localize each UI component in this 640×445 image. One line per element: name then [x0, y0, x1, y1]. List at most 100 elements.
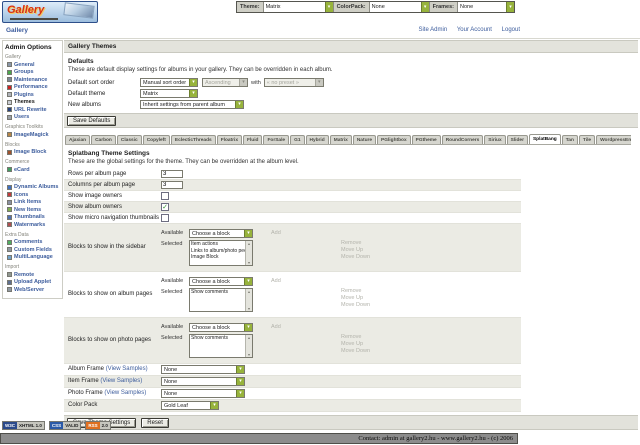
sidebar-item-groups[interactable]: Groups — [5, 69, 61, 77]
blocks-album-available-select[interactable]: Choose a block — [189, 277, 253, 286]
show-micro-nav-checkbox[interactable] — [161, 214, 169, 222]
listbox-scrollbar[interactable] — [245, 289, 252, 311]
new-albums-select[interactable]: Inherit settings from parent album — [140, 100, 244, 109]
show-album-owners-checkbox[interactable]: ✓ — [161, 203, 169, 211]
item-frame-view-samples-link[interactable]: (View Samples) — [100, 378, 143, 384]
list-item[interactable]: Item actions — [191, 241, 218, 247]
colorpack-select[interactable]: None — [369, 2, 430, 12]
sidebar-item-web-server[interactable]: Web/Server — [5, 286, 61, 294]
scroll-down-icon[interactable] — [248, 260, 250, 265]
rows-per-page-input[interactable] — [161, 170, 183, 178]
blocks-sidebar-add-button[interactable]: Add — [271, 230, 281, 236]
blocks-sidebar-move-down-button[interactable]: Move Down — [341, 254, 371, 260]
blocks-photo-selected-listbox[interactable]: Show comments — [189, 334, 253, 358]
scroll-up-icon[interactable] — [248, 289, 250, 294]
listbox-scrollbar[interactable] — [245, 241, 252, 265]
blocks-photo-add-button[interactable]: Add — [271, 324, 281, 330]
sidebar-item-imagemagick[interactable]: ImageMagick — [5, 131, 61, 139]
theme-select[interactable]: Matrix — [263, 2, 334, 12]
sidebar-item-upload-applet[interactable]: Upload Applet — [5, 279, 61, 287]
xhtml-badge[interactable]: W3C XHTML 1.0 — [2, 421, 45, 430]
tab-matrix[interactable]: Matrix — [329, 135, 352, 144]
blocks-album-move-down-button[interactable]: Move Down — [341, 302, 371, 308]
sidebar-item-multilanguage[interactable]: MultiLanguage — [5, 254, 61, 262]
album-frame-view-samples-link[interactable]: (View Samples) — [105, 366, 148, 372]
sidebar-item-thumbnails[interactable]: Thumbnails — [5, 214, 61, 222]
list-item[interactable]: Image Block — [191, 254, 219, 260]
sidebar-item-url-rewrite[interactable]: URL Rewrite — [5, 106, 61, 114]
show-image-owners-checkbox[interactable] — [161, 192, 169, 200]
color-pack-select[interactable]: Gold Leaf — [161, 401, 219, 410]
css-badge[interactable]: CSS VALID — [48, 421, 82, 430]
tab-pgtheme[interactable]: PGtheme — [411, 135, 441, 144]
sidebar-item-image-block[interactable]: Image Block — [5, 149, 61, 157]
sidebar-item-new-items[interactable]: New Items — [5, 206, 61, 214]
tab-tile[interactable]: Tile — [578, 135, 596, 144]
album-frame-select[interactable]: None — [161, 365, 245, 374]
sidebar-item-maintenance[interactable]: Maintenance — [5, 76, 61, 84]
tab-classic[interactable]: Classic — [116, 135, 142, 144]
blocks-album-remove-button[interactable]: Remove — [341, 288, 362, 294]
frames-select[interactable]: None — [458, 2, 515, 12]
sidebar-item-plugins[interactable]: Plugins — [5, 91, 61, 99]
photo-frame-view-samples-link[interactable]: (View Samples) — [104, 390, 147, 396]
columns-per-page-input[interactable] — [161, 181, 183, 189]
tab-siriux[interactable]: Siriux — [484, 135, 506, 144]
tab-fluid[interactable]: Fluid — [243, 135, 263, 144]
sidebar-item-users[interactable]: Users — [5, 114, 61, 122]
sidebar-item-comments[interactable]: Comments — [5, 239, 61, 247]
list-item[interactable]: Show comments — [191, 335, 228, 341]
blocks-album-add-button[interactable]: Add — [271, 278, 281, 284]
site-admin-link[interactable]: Site Admin — [418, 27, 448, 33]
gallery-logo[interactable]: Gallery — [2, 1, 98, 23]
sidebar-item-performance[interactable]: Performance — [5, 84, 61, 92]
scroll-up-icon[interactable] — [248, 335, 250, 340]
tab-tan[interactable]: Tan — [561, 135, 578, 144]
sort-direction-select[interactable]: Ascending — [202, 78, 248, 87]
list-item[interactable]: Links to album/photo peers — [191, 247, 245, 254]
sidebar-item-link-items[interactable]: Link Items — [5, 199, 61, 207]
blocks-photo-move-down-button[interactable]: Move Down — [341, 348, 371, 354]
tab-nature[interactable]: Nature — [352, 135, 377, 144]
scroll-down-icon[interactable] — [248, 352, 250, 357]
tab-carbon[interactable]: Carbon — [91, 135, 116, 144]
logout-link[interactable]: Logout — [501, 27, 520, 33]
tab-roundcorners[interactable]: RoundCorners — [441, 135, 484, 144]
tab-floatrix[interactable]: Floatrix — [216, 135, 243, 144]
sidebar-item-watermarks[interactable]: Watermarks — [5, 221, 61, 229]
listbox-scrollbar[interactable] — [245, 335, 252, 357]
tab-slider[interactable]: Slider — [506, 135, 528, 144]
blocks-sidebar-move-up-button[interactable]: Move Up — [341, 247, 364, 253]
blocks-photo-move-up-button[interactable]: Move Up — [341, 341, 364, 347]
blocks-album-move-up-button[interactable]: Move Up — [341, 295, 364, 301]
scroll-down-icon[interactable] — [248, 306, 250, 311]
blocks-photo-remove-button[interactable]: Remove — [341, 334, 362, 340]
tab-eclecticthreads[interactable]: EclecticThreads — [170, 135, 216, 144]
tab-wordpressembedded[interactable]: WordpressEmbedded — [596, 135, 631, 144]
rss-badge[interactable]: RSS 2.0 — [85, 421, 111, 430]
sidebar-item-icons[interactable]: Icons — [5, 191, 61, 199]
tab-ajaxian[interactable]: Ajaxian — [65, 135, 91, 144]
tab-pglightbox[interactable]: PGlightbox — [377, 135, 411, 144]
blocks-album-selected-listbox[interactable]: Show comments — [189, 288, 253, 312]
sidebar-item-ecard[interactable]: eCard — [5, 166, 61, 174]
blocks-sidebar-selected-listbox[interactable]: Item actions Links to album/photo peers … — [189, 240, 253, 266]
tab-g1[interactable]: G1 — [290, 135, 305, 144]
scroll-up-icon[interactable] — [248, 241, 250, 246]
list-item[interactable]: Show comments — [191, 289, 228, 295]
photo-frame-select[interactable]: None — [161, 389, 245, 398]
blocks-photo-available-select[interactable]: Choose a block — [189, 323, 253, 332]
your-account-link[interactable]: Your Account — [456, 27, 492, 33]
tab-splatbang[interactable]: SplatBang — [528, 134, 561, 144]
breadcrumb[interactable]: Gallery — [6, 27, 29, 34]
tab-hybrid[interactable]: Hybrid — [305, 135, 329, 144]
sidebar-item-dynamic-albums[interactable]: Dynamic Albums — [5, 184, 61, 192]
default-sort-order-select[interactable]: Manual sort order — [140, 78, 198, 87]
reset-button[interactable]: Reset — [141, 417, 169, 428]
default-theme-select[interactable]: Matrix — [140, 89, 198, 98]
sidebar-item-remote[interactable]: Remote — [5, 271, 61, 279]
blocks-sidebar-available-select[interactable]: Choose a block — [189, 229, 253, 238]
blocks-sidebar-remove-button[interactable]: Remove — [341, 240, 362, 246]
sort-preset-select[interactable]: « no preset » — [263, 78, 324, 87]
sidebar-item-themes[interactable]: Themes — [5, 99, 61, 107]
